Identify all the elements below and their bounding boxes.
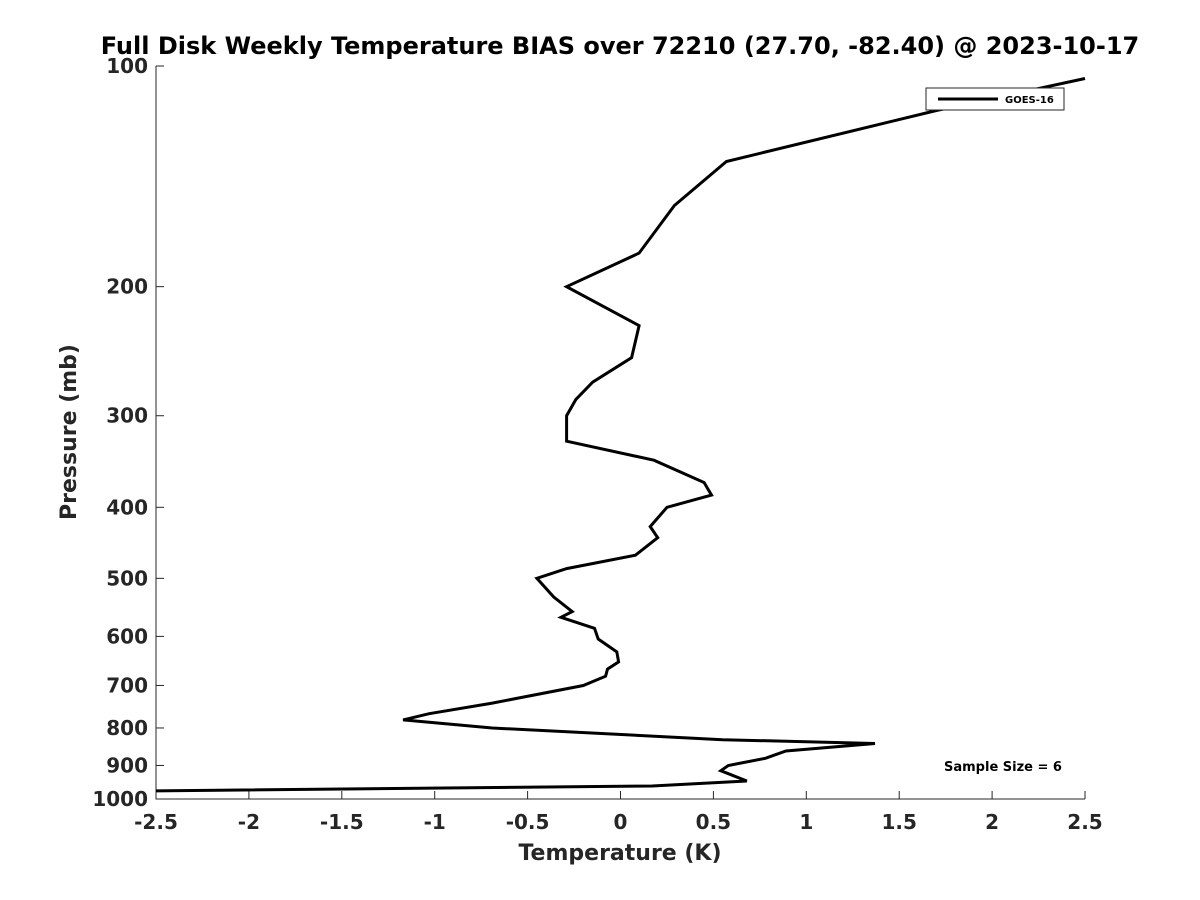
series-line-goes-16 (155, 77, 1086, 793)
sample-size-annotation: Sample Size = 6 (944, 760, 1062, 775)
x-tick-label: -0.5 (506, 810, 550, 834)
x-tick-label: -2 (238, 810, 260, 834)
plot-area: -2.5 -2 -1.5 -1 -0.5 0 0.5 1 1.5 2 2.5 100 200 300 40… (92, 54, 1102, 834)
y-tick-label: 500 (106, 566, 148, 590)
y-tick-label: 1000 (92, 787, 148, 811)
y-tick-label: 600 (106, 624, 148, 648)
y-tick-label: 200 (106, 275, 148, 299)
y-tick-label: 100 (106, 54, 148, 78)
x-axis-ticks: -2.5 -2 -1.5 -1 -0.5 0 0.5 1 1.5 2 2.5 (134, 791, 1103, 834)
x-tick-label: 1.5 (881, 810, 916, 834)
legend: GOES-16 (925, 87, 1065, 111)
x-tick-label: 0 (614, 810, 628, 834)
x-tick-label: 2.5 (1067, 810, 1102, 834)
x-tick-label: -2.5 (134, 810, 178, 834)
chart-title: Full Disk Weekly Temperature BIAS over 7… (101, 32, 1140, 60)
y-tick-label: 700 (106, 673, 148, 697)
y-axis-ticks: 100 200 300 400 500 600 700 800 900 1000 (92, 54, 164, 811)
legend-label-goes-16: GOES-16 (1005, 95, 1054, 106)
x-tick-label: 0.5 (696, 810, 731, 834)
x-tick-label: 1 (799, 810, 813, 834)
x-tick-label: 2 (985, 810, 999, 834)
series-layer (155, 77, 1086, 793)
y-tick-label: 400 (106, 495, 148, 519)
x-tick-label: -1.5 (320, 810, 364, 834)
x-tick-label: -1 (424, 810, 446, 834)
y-tick-label: 900 (106, 753, 148, 777)
x-axis-label: Temperature (K) (518, 841, 721, 866)
y-axis-label: Pressure (mb) (57, 344, 82, 520)
y-tick-label: 800 (106, 716, 148, 740)
y-tick-label: 300 (106, 404, 148, 428)
